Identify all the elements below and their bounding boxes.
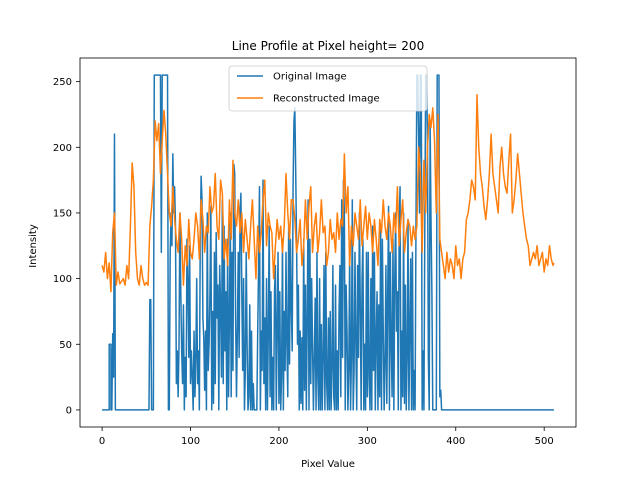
series-line-original-image <box>102 74 554 411</box>
x-tick-label: 100 <box>181 436 200 447</box>
x-axis-label: Pixel Value <box>301 459 355 470</box>
x-tick-label: 400 <box>446 436 465 447</box>
plot-area <box>79 57 577 428</box>
legend-label: Reconstructed Image <box>273 94 380 105</box>
x-tick-label: 500 <box>535 436 554 447</box>
x-tick-label: 200 <box>269 436 288 447</box>
y-tick-label: 0 <box>66 405 72 416</box>
y-axis-ticks: 0 50 100 150 200 250 <box>53 77 80 416</box>
x-axis-ticks: 0 100 200 300 400 500 <box>99 427 554 447</box>
x-tick-label: 0 <box>99 436 105 447</box>
y-tick-label: 250 <box>53 77 72 88</box>
series-line-reconstructed-image <box>101 94 555 293</box>
y-tick-label: 50 <box>59 340 72 351</box>
legend-box <box>228 65 428 112</box>
x-tick-label: 300 <box>358 436 377 447</box>
y-tick-label: 150 <box>53 208 72 219</box>
y-tick-label: 100 <box>53 274 72 285</box>
axes-frame <box>79 57 577 428</box>
legend-label: Original Image <box>273 72 347 83</box>
legend: Original Image Reconstructed Image <box>228 65 428 112</box>
y-axis-label: Intensity <box>28 224 39 268</box>
chart-title: Line Profile at Pixel height= 200 <box>232 39 424 53</box>
y-tick-label: 200 <box>53 143 72 154</box>
